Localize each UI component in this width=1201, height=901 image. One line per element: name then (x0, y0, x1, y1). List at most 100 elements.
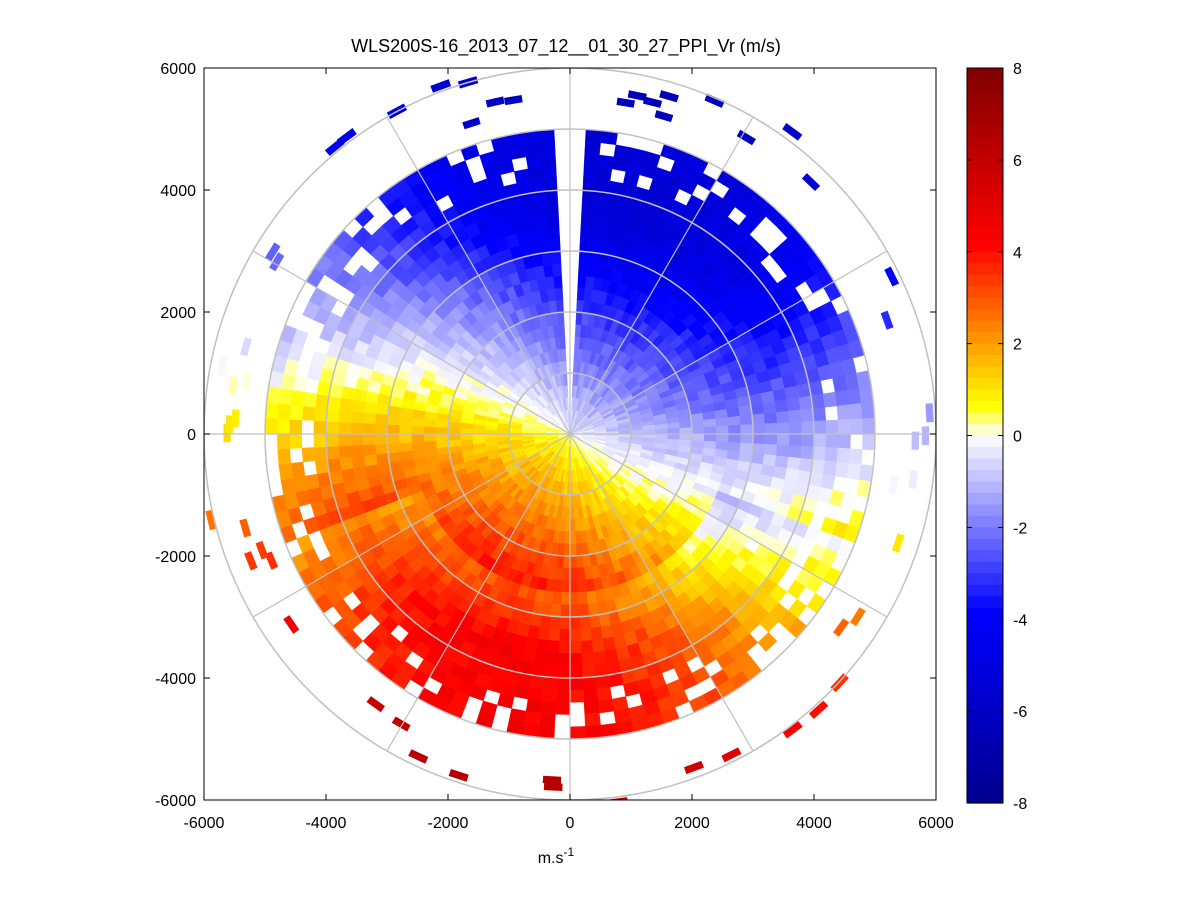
polar-cell (569, 579, 579, 593)
polar-cell-far (654, 110, 674, 123)
colorbar-step (967, 596, 1003, 609)
polar-cell (581, 190, 596, 204)
polar-cell (728, 424, 742, 435)
azimuth-spoke (386, 116, 571, 435)
polar-cell (569, 592, 580, 606)
polar-cell-far (228, 376, 239, 395)
polar-cell (715, 433, 729, 443)
x-tick-label: 4000 (796, 815, 832, 832)
polar-cell-far (704, 93, 725, 108)
polar-cell (569, 689, 585, 703)
polar-cell (423, 440, 437, 450)
polar-cell (597, 154, 615, 170)
polar-cell (362, 433, 376, 446)
polar-cell (539, 712, 556, 727)
polar-cell (592, 203, 607, 218)
polar-cell (545, 652, 559, 666)
colorbar-step (967, 389, 1003, 402)
polar-cell (715, 441, 729, 451)
colorbar-step (967, 492, 1003, 505)
polar-cell (592, 650, 607, 665)
polar-cell (387, 414, 401, 426)
colorbar-tick-label: -6 (1013, 704, 1027, 721)
polar-cell (728, 433, 742, 444)
colorbar-step (967, 378, 1003, 391)
polar-cell (715, 417, 729, 427)
colorbar-tick-label: -4 (1013, 612, 1027, 629)
polar-cell (862, 433, 876, 451)
polar-cell (556, 677, 571, 691)
x-axis-label-text: m.s (538, 850, 564, 867)
polar-cell (703, 418, 717, 428)
colorbar-step (967, 194, 1003, 207)
colorbar-step (967, 446, 1003, 460)
polar-cell (751, 443, 766, 455)
polar-cell (339, 397, 354, 412)
polar-cell (374, 443, 389, 455)
polar-cell (862, 417, 876, 435)
colorbar-step (967, 102, 1003, 115)
polar-cell (525, 154, 543, 170)
polar-cell (447, 427, 461, 435)
polar-cell (350, 444, 364, 458)
polar-cell-far (239, 518, 252, 538)
polar-cell (310, 350, 327, 368)
polar-cell-far (430, 79, 452, 93)
polar-cell (569, 531, 576, 545)
polar-cell-far (782, 720, 803, 739)
polar-cell (578, 263, 589, 277)
polar-cell-far (542, 775, 562, 785)
polar-cell (655, 428, 668, 435)
polar-cell (459, 428, 473, 435)
polar-cell (558, 324, 566, 338)
polar-cell (789, 433, 803, 447)
polar-cell (579, 615, 591, 630)
polar-cell (551, 263, 562, 277)
polar-cell-far (225, 415, 234, 434)
polar-cell-far (659, 90, 679, 103)
colorbar-step (967, 722, 1003, 735)
colorbar-step (967, 355, 1003, 368)
polar-cell (774, 399, 789, 413)
polar-cell (846, 387, 862, 405)
colorbar-step (967, 228, 1003, 241)
polar-cell (752, 433, 766, 445)
polar-cell (813, 433, 827, 448)
polar-cell (313, 406, 328, 422)
polar-cell (326, 408, 340, 423)
polar-cell (691, 433, 705, 442)
colorbar-step (967, 113, 1003, 127)
polar-cell (535, 638, 549, 653)
polar-cell-far (607, 797, 628, 800)
polar-cell-far (801, 173, 821, 192)
polar-cell (386, 433, 400, 444)
colorbar-step (967, 412, 1003, 425)
polar-cell (561, 579, 571, 593)
polar-cell (569, 677, 584, 691)
polar-cell (581, 664, 596, 678)
polar-cell (277, 403, 292, 420)
polar-cell-far (408, 749, 429, 764)
polar-cell-far (880, 310, 894, 330)
colorbar-tick-label: -2 (1013, 520, 1027, 537)
polar-cell (587, 602, 599, 617)
azimuth-spoke (569, 433, 754, 752)
polar-cell (435, 433, 449, 442)
chart-title: WLS200S-16_2013_07_12__01_30_27_PPI_Vr (… (351, 36, 781, 57)
polar-cell-far (782, 123, 803, 141)
polar-cell (527, 166, 544, 182)
polar-cell (435, 426, 449, 435)
azimuth-spoke (569, 116, 754, 435)
polar-cell (812, 406, 827, 422)
colorbar-step (967, 653, 1003, 666)
polar-cell (848, 403, 863, 420)
polar-cell (569, 616, 581, 630)
colorbar-step (967, 125, 1003, 138)
polar-cell (837, 433, 851, 449)
polar-cell (580, 226, 592, 241)
colorbar-step (967, 148, 1003, 161)
y-tick-label: -6000 (155, 793, 196, 810)
polar-cell (836, 404, 851, 421)
polar-cell (558, 628, 571, 642)
polar-cell-far (241, 372, 252, 391)
